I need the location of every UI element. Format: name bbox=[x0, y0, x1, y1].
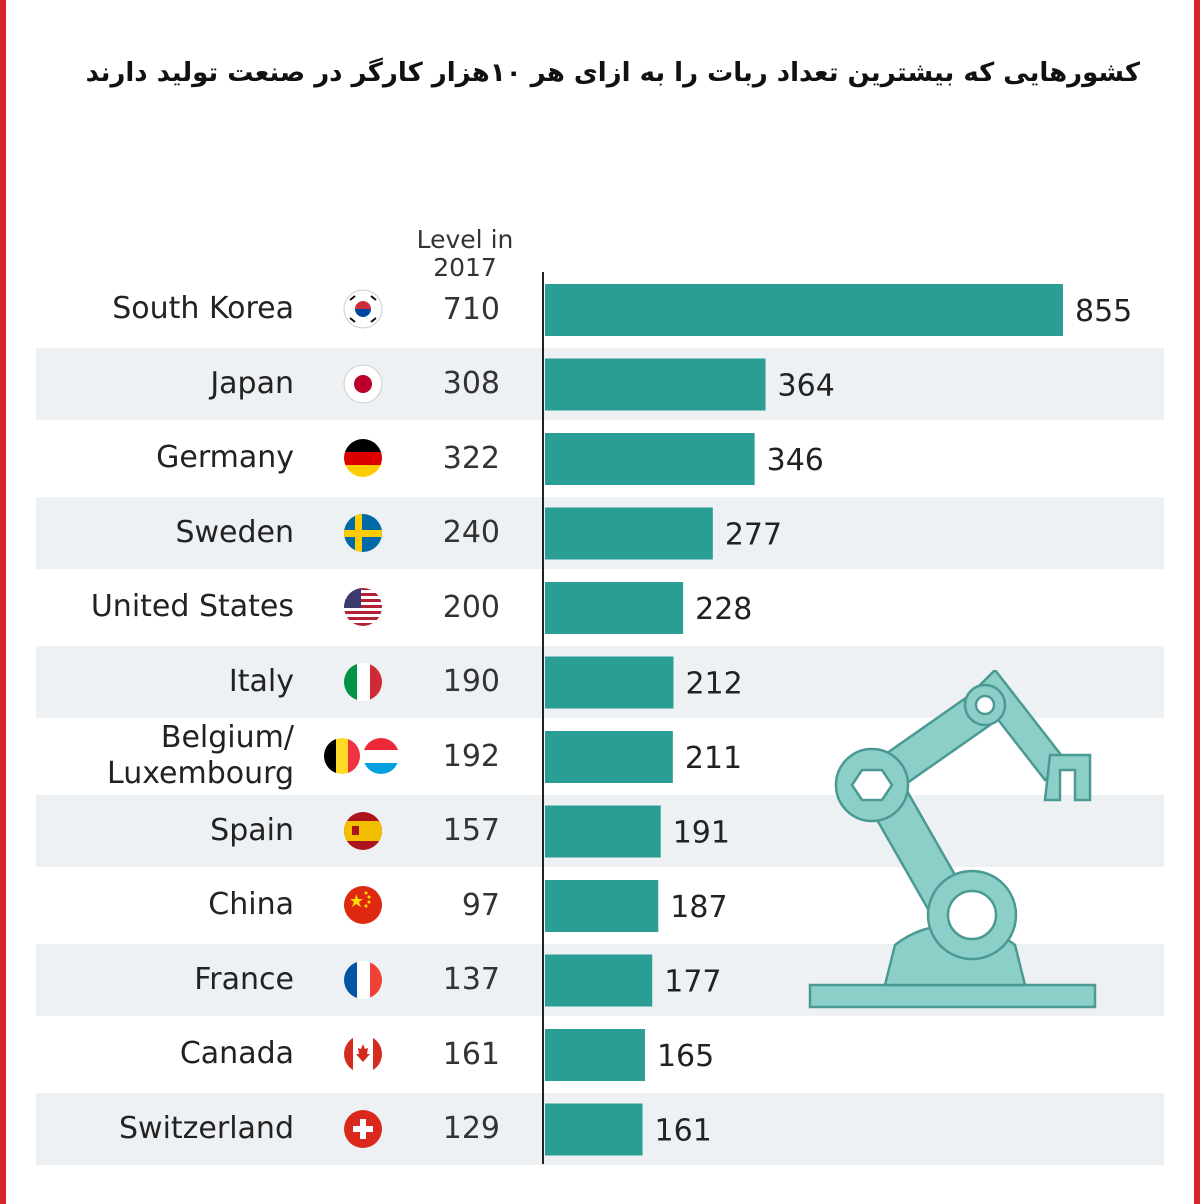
level-2017-value: 137 bbox=[442, 962, 500, 997]
level-2017-value: 129 bbox=[442, 1111, 500, 1146]
red-frame-left bbox=[0, 0, 6, 1204]
country-label: South Korea bbox=[112, 291, 294, 326]
chart-axis-line bbox=[542, 272, 544, 1164]
france-flag-icon bbox=[318, 944, 408, 1016]
country-label: Spain bbox=[210, 812, 294, 848]
chart-title: کشورهایی که بیشترین تعداد ربات را به ازا… bbox=[85, 58, 1140, 88]
level-header-line2: 2017 bbox=[433, 253, 497, 282]
level-2017-header: Level in 2017 bbox=[400, 226, 530, 282]
level-2017-value: 190 bbox=[442, 664, 500, 699]
table-row: China 97 bbox=[36, 869, 1164, 941]
level-2017-value: 322 bbox=[442, 440, 500, 476]
italy-flag-icon bbox=[318, 646, 408, 718]
level-2017-value: 200 bbox=[442, 589, 500, 625]
table-row: Switzerland 129 bbox=[36, 1092, 1164, 1165]
red-frame-right bbox=[1194, 0, 1200, 1204]
table-row: South Korea 710 bbox=[36, 273, 1164, 345]
country-label: Italy bbox=[228, 663, 294, 699]
table-row: United States 200 bbox=[36, 571, 1164, 643]
country-label: Canada bbox=[179, 1036, 294, 1071]
level-header-line1: Level in bbox=[416, 225, 514, 254]
robot-arm-icon bbox=[808, 670, 1097, 1009]
country-label: Germany bbox=[156, 440, 294, 475]
country-label: Sweden bbox=[175, 514, 294, 550]
level-2017-value: 710 bbox=[442, 291, 500, 327]
level-2017-value: 308 bbox=[442, 366, 500, 401]
level-2017-value: 161 bbox=[442, 1036, 500, 1072]
germany-flag-icon bbox=[318, 422, 408, 494]
belgium-luxembourg-flags-icon bbox=[318, 720, 408, 792]
china-flag-icon bbox=[318, 869, 408, 941]
country-label-line1: Belgium/ bbox=[160, 720, 294, 755]
level-2017-value: 240 bbox=[442, 515, 500, 550]
country-label: Japan bbox=[210, 365, 294, 401]
table-row: Japan 308 bbox=[36, 347, 1164, 420]
south-korea-flag-icon bbox=[318, 273, 408, 345]
table-row: Sweden 240 bbox=[36, 496, 1164, 569]
country-label: China bbox=[208, 887, 294, 922]
switzerland-flag-icon bbox=[318, 1093, 408, 1165]
country-label: Switzerland bbox=[119, 1110, 294, 1146]
level-2017-value: 157 bbox=[442, 813, 500, 848]
united-states-flag-icon bbox=[318, 571, 408, 643]
sweden-flag-icon bbox=[318, 497, 408, 569]
country-label-line2: Luxembourg bbox=[107, 756, 294, 791]
country-label: France bbox=[194, 961, 294, 997]
table-row: Canada 161 bbox=[36, 1018, 1164, 1090]
japan-flag-icon bbox=[318, 348, 408, 420]
level-2017-value: 192 bbox=[442, 738, 500, 774]
canada-flag-icon bbox=[318, 1018, 408, 1090]
table-row: Germany 322 bbox=[36, 422, 1164, 494]
level-2017-value: 97 bbox=[461, 887, 500, 923]
country-label: Belgium/Luxembourg bbox=[107, 720, 294, 792]
table-row: Belgium/Luxembourg 192 bbox=[36, 720, 1164, 792]
spain-flag-icon bbox=[318, 795, 408, 867]
country-label: United States bbox=[90, 589, 294, 624]
